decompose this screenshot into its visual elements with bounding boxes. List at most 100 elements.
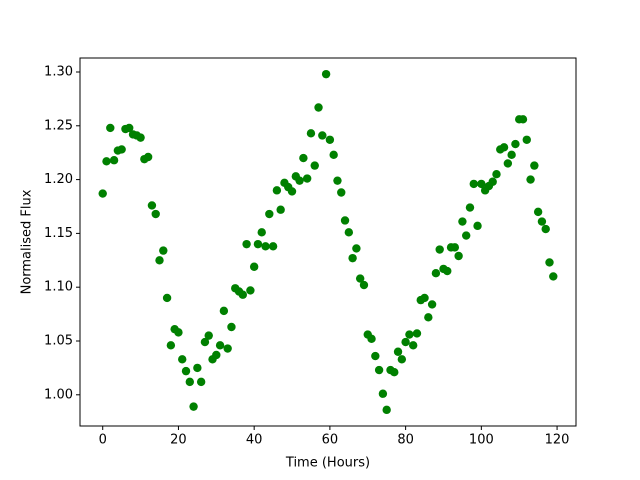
point	[174, 328, 183, 337]
y-tick-label: 1.15	[44, 226, 73, 241]
x-axis-label: Time (Hours)	[285, 456, 370, 471]
point	[454, 251, 463, 261]
y-axis-label: Normalised Flux	[20, 189, 35, 294]
point	[181, 366, 191, 376]
point	[155, 256, 164, 265]
point	[329, 150, 338, 160]
x-tick-label: 120	[545, 433, 570, 448]
point	[257, 228, 266, 237]
point	[125, 123, 134, 133]
point	[420, 293, 429, 303]
point	[473, 221, 482, 231]
point	[227, 322, 236, 332]
point	[106, 123, 115, 133]
y-tick-label: 1.20	[44, 172, 73, 187]
point	[390, 367, 399, 377]
point	[533, 207, 543, 217]
point	[287, 187, 297, 196]
point	[314, 103, 323, 112]
point	[238, 290, 248, 299]
point	[276, 205, 285, 214]
point	[340, 216, 350, 225]
point	[166, 341, 176, 350]
point	[408, 341, 418, 350]
point	[352, 244, 361, 253]
point	[405, 330, 414, 339]
point	[488, 177, 497, 186]
y-tick-label: 1.00	[44, 387, 73, 402]
point	[147, 201, 157, 210]
point	[378, 389, 388, 398]
point	[268, 242, 278, 251]
point	[136, 133, 145, 142]
point	[545, 258, 554, 267]
point	[302, 174, 312, 183]
point	[371, 351, 380, 361]
point	[117, 145, 126, 154]
point	[272, 186, 282, 195]
point	[98, 189, 107, 198]
x-tick-label: 60	[322, 433, 339, 448]
point	[541, 224, 550, 234]
point	[355, 274, 365, 283]
point	[193, 363, 202, 373]
point	[102, 157, 111, 166]
point	[503, 159, 513, 168]
point	[344, 228, 354, 237]
point	[374, 365, 384, 375]
point	[443, 266, 452, 276]
y-tick-label: 1.25	[44, 118, 73, 133]
point	[219, 306, 229, 316]
x-tick-label: 80	[397, 433, 414, 448]
point	[507, 150, 516, 160]
point	[253, 239, 263, 249]
point	[530, 161, 539, 170]
point	[321, 69, 331, 79]
point	[159, 246, 168, 255]
x-tick-label: 40	[246, 433, 263, 448]
point	[427, 300, 437, 309]
point	[249, 262, 259, 271]
point	[333, 176, 342, 185]
x-tick-label: 20	[170, 433, 187, 448]
point	[204, 331, 213, 340]
point	[458, 217, 467, 226]
point	[306, 129, 316, 138]
point	[200, 337, 210, 347]
point	[295, 176, 304, 185]
point	[337, 188, 346, 197]
point	[261, 242, 270, 251]
point	[162, 293, 172, 303]
point	[537, 217, 547, 226]
point	[492, 170, 501, 179]
point	[518, 115, 528, 124]
point	[223, 344, 232, 353]
point	[196, 377, 206, 387]
point	[393, 347, 403, 356]
point	[526, 175, 535, 184]
point	[450, 243, 460, 252]
point	[325, 135, 335, 144]
point	[401, 337, 410, 347]
point	[382, 405, 391, 415]
point	[511, 139, 520, 149]
point	[310, 161, 319, 170]
plot-frame	[79, 57, 577, 427]
point	[461, 231, 471, 240]
point	[246, 286, 255, 295]
point	[465, 203, 475, 212]
y-tick-label: 1.30	[44, 64, 73, 79]
point	[242, 239, 251, 249]
point	[431, 269, 441, 278]
point	[412, 329, 422, 338]
point	[397, 355, 407, 364]
point	[189, 402, 198, 411]
point	[185, 377, 195, 387]
point	[109, 156, 119, 165]
point	[435, 245, 444, 254]
point	[151, 209, 160, 219]
y-tick-label: 1.05	[44, 333, 73, 348]
point	[477, 179, 486, 189]
point	[359, 280, 369, 290]
